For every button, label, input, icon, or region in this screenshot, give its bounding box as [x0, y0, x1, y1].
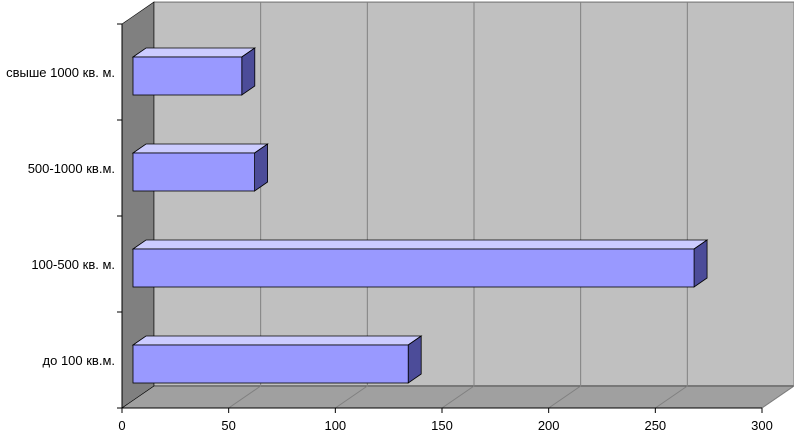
floor-gridline-4 [548, 385, 581, 409]
floor-gridline-1 [228, 385, 261, 409]
category-label-3: свыше 1000 кв. м. [6, 65, 115, 80]
category-label-0: до 100 кв.м. [43, 353, 115, 368]
floor-gridline-6 [761, 385, 794, 409]
bar-top-3 [131, 47, 257, 58]
category-label-2: 500-1000 кв.м. [28, 161, 115, 176]
x-tick-label-4: 200 [538, 418, 560, 431]
bar-0 [131, 335, 423, 384]
bar-front-1 [132, 248, 695, 288]
bar-front-2 [132, 152, 255, 192]
bar-2 [131, 143, 269, 192]
bar-top-2 [131, 143, 269, 154]
bar-front-3 [132, 56, 243, 96]
floor-gridline-5 [655, 385, 688, 409]
bars [131, 47, 709, 384]
category-labels: до 100 кв.м. 100-500 кв. м. 500-1000 кв.м.… [6, 65, 115, 368]
x-tick-label-1: 50 [221, 418, 235, 431]
x-tick-label-6: 300 [751, 418, 773, 431]
x-tick-label-2: 100 [324, 418, 346, 431]
x-tick-label-5: 250 [644, 418, 666, 431]
axes [117, 23, 763, 413]
floor-gridline-3 [441, 385, 475, 409]
floor-gridline-2 [335, 385, 368, 409]
gridlines [228, 2, 794, 409]
x-tick-labels: 0 50 100 150 200 250 300 [118, 418, 772, 431]
bar-front-0 [132, 344, 409, 384]
bar-1 [131, 239, 709, 288]
x-tick-label-0: 0 [118, 418, 125, 431]
bar-top-1 [131, 239, 709, 250]
x-tick-label-3: 150 [431, 418, 453, 431]
bar-3 [131, 47, 257, 96]
category-label-1: 100-500 кв. м. [31, 257, 115, 272]
bar-top-0 [131, 335, 423, 346]
